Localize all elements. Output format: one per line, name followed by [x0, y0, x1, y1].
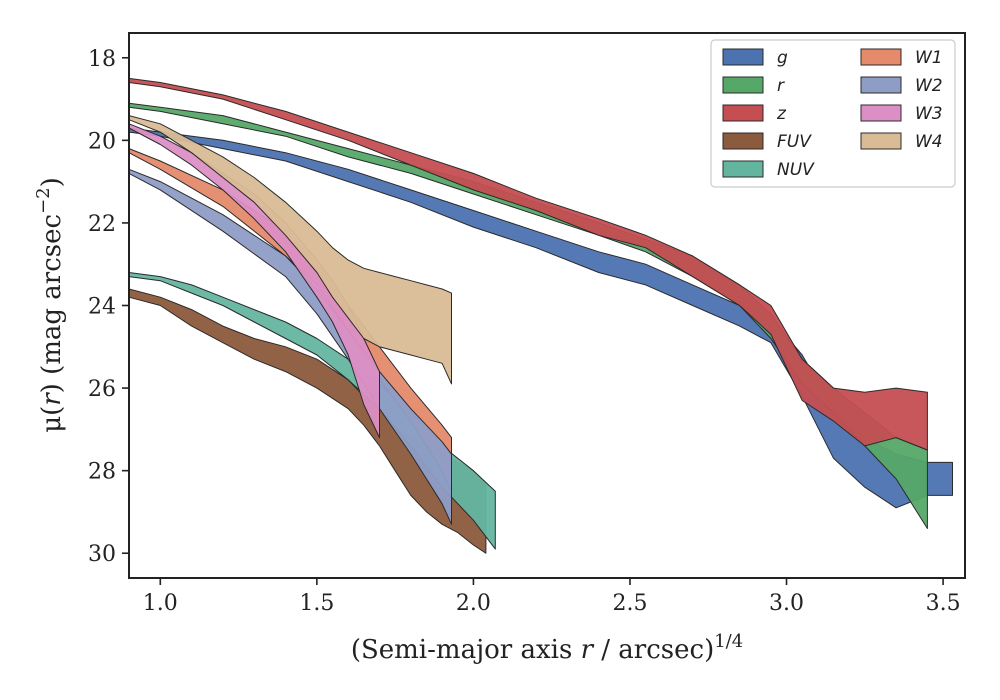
- y-tick-label: 30: [88, 542, 116, 567]
- y-tick-label: 22: [88, 212, 116, 237]
- y-axis-ticks: 18 20 22 24 26 28 30: [88, 47, 129, 567]
- band-layer: [128, 77, 953, 554]
- legend-swatch-g: [722, 48, 764, 66]
- band-z: [128, 77, 928, 451]
- legend-label-w3: W3: [915, 104, 943, 124]
- legend-swatch-w2: [860, 76, 902, 94]
- x-axis-label: (Semi-major axis r / arcsec)1/4: [351, 631, 743, 665]
- y-tick-label: 20: [88, 129, 116, 154]
- x-tick-label: 2.5: [612, 591, 647, 616]
- x-tick-label: 3.5: [926, 591, 961, 616]
- x-tick-label: 1.5: [299, 591, 334, 616]
- legend-swatch-r: [722, 76, 764, 94]
- legend-swatch-nuv: [722, 160, 764, 178]
- y-axis-label: μ(r) (mag arcsec−2): [33, 177, 67, 433]
- x-tick-label: 1.0: [143, 591, 178, 616]
- legend-label-fuv: FUV: [777, 132, 812, 152]
- band-nuv: [128, 272, 496, 550]
- y-tick-label: 24: [88, 295, 116, 320]
- band-fuv: [128, 288, 487, 554]
- legend-label-g: g: [777, 48, 788, 68]
- x-tick-label: 3.0: [769, 591, 804, 616]
- legend-label-nuv: NUV: [777, 160, 815, 180]
- y-tick-label: 18: [88, 47, 116, 72]
- x-axis-ticks: 1.0 1.5 2.0 2.5 3.0 3.5: [143, 578, 961, 616]
- legend-swatch-w1: [860, 48, 902, 66]
- x-tick-label: 2.0: [456, 591, 491, 616]
- legend-label-w2: W2: [915, 76, 943, 96]
- legend: grz FUV NUV W1 W2 W3 W4: [710, 39, 956, 188]
- band-g: [128, 127, 953, 509]
- legend-label-w1: W1: [915, 48, 943, 68]
- legend-label-r: r: [777, 76, 785, 96]
- legend-label-w4: W4: [915, 132, 943, 152]
- band-w4: [128, 115, 452, 385]
- legend-swatch-z: [722, 104, 764, 122]
- legend-swatch-w4: [860, 132, 902, 150]
- y-tick-label: 26: [88, 377, 116, 402]
- y-tick-label: 28: [88, 460, 116, 485]
- legend-swatch-fuv: [722, 132, 764, 150]
- legend-swatch-w3: [860, 104, 902, 122]
- legend-label-z: z: [776, 104, 787, 124]
